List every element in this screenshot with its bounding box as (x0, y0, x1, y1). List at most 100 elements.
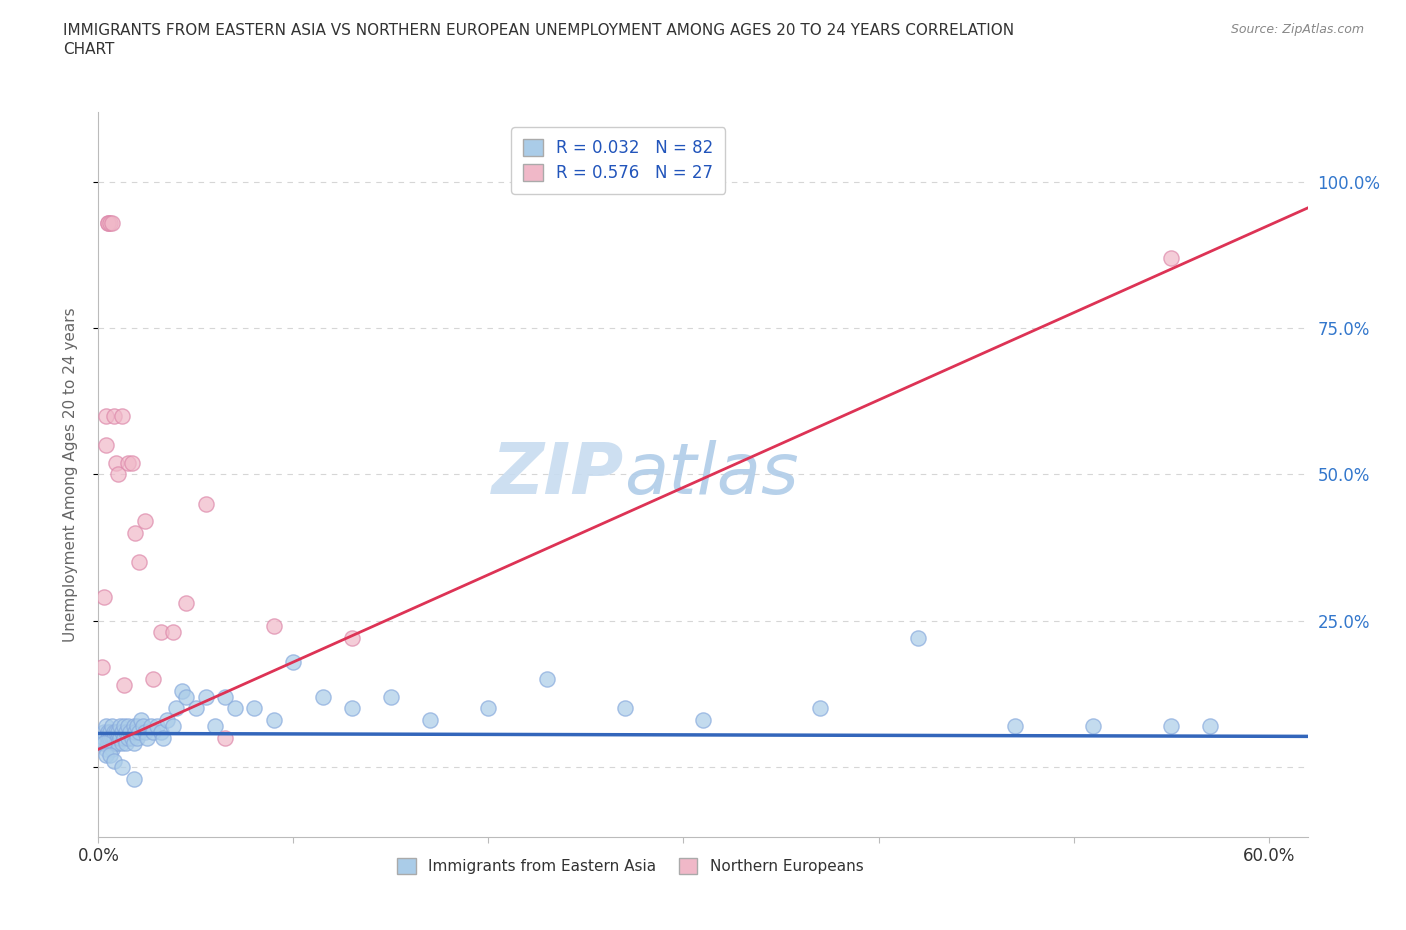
Point (97, 724, 120, 739)
Point (93, 590, 115, 604)
Point (149, 625, 172, 640)
Point (98, 730, 121, 745)
Point (93, 724, 115, 739)
Point (93, 736, 115, 751)
Point (128, 724, 150, 739)
Point (127, 718, 149, 733)
Point (107, 724, 129, 739)
Point (156, 712, 179, 727)
Point (149, 724, 172, 739)
Point (93, 730, 115, 745)
Point (312, 689, 335, 704)
Point (117, 455, 139, 470)
Point (121, 730, 143, 745)
Point (614, 701, 637, 716)
Point (111, 760, 134, 775)
Point (204, 718, 226, 733)
Point (112, 677, 135, 692)
Point (380, 689, 402, 704)
Legend: Immigrants from Eastern Asia, Northern Europeans: Immigrants from Eastern Asia, Northern E… (391, 852, 869, 880)
Point (103, 736, 125, 751)
Text: atlas: atlas (624, 440, 799, 509)
Point (97, 216, 120, 231)
Point (112, 730, 135, 745)
Point (127, 730, 149, 745)
Point (174, 595, 197, 610)
Point (1160, 250, 1182, 265)
Point (104, 724, 127, 739)
Point (419, 712, 441, 727)
Point (121, 455, 143, 470)
Point (128, 554, 150, 569)
Point (172, 684, 194, 698)
Point (536, 671, 558, 686)
Point (152, 730, 174, 745)
Point (162, 625, 184, 640)
Point (139, 718, 162, 733)
Point (1081, 718, 1104, 733)
Point (214, 689, 236, 704)
Text: CHART: CHART (63, 42, 115, 57)
Point (96, 718, 118, 733)
Point (142, 671, 165, 686)
Point (174, 689, 197, 704)
Point (107, 467, 129, 482)
Point (263, 712, 285, 727)
Point (97, 216, 120, 231)
Point (101, 742, 124, 757)
Point (136, 730, 159, 745)
Point (114, 736, 136, 751)
Point (91, 660, 114, 675)
Y-axis label: Unemployment Among Ages 20 to 24 years: Unemployment Among Ages 20 to 24 years (63, 307, 77, 642)
Point (104, 455, 127, 470)
Point (101, 216, 124, 231)
Point (142, 724, 165, 739)
Point (146, 718, 169, 733)
Point (184, 701, 207, 716)
Point (101, 730, 124, 745)
Point (96, 748, 118, 763)
Point (103, 408, 125, 423)
Point (162, 718, 184, 733)
Point (263, 619, 285, 634)
Point (111, 724, 134, 739)
Text: ZIP: ZIP (492, 440, 624, 509)
Point (107, 736, 129, 751)
Point (103, 730, 125, 745)
Point (122, 718, 145, 733)
Point (131, 712, 153, 727)
Point (96, 438, 118, 453)
Point (340, 701, 363, 716)
Point (112, 718, 135, 733)
Point (224, 701, 246, 716)
Point (243, 701, 266, 716)
Point (132, 718, 155, 733)
Point (103, 753, 125, 768)
Point (91, 736, 114, 751)
Point (134, 724, 156, 739)
Point (97, 736, 120, 751)
Point (108, 718, 131, 733)
Point (98, 748, 121, 763)
Point (117, 718, 139, 733)
Point (96, 408, 118, 423)
Text: IMMIGRANTS FROM EASTERN ASIA VS NORTHERN EUROPEAN UNEMPLOYMENT AMONG AGES 20 TO : IMMIGRANTS FROM EASTERN ASIA VS NORTHERN… (63, 23, 1014, 38)
Point (118, 724, 141, 739)
Point (907, 631, 929, 645)
Point (1160, 718, 1182, 733)
Point (103, 724, 125, 739)
Point (1004, 718, 1026, 733)
Point (101, 718, 124, 733)
Point (477, 701, 499, 716)
Point (134, 513, 156, 528)
Point (98, 724, 121, 739)
Point (107, 730, 129, 745)
Point (97, 730, 120, 745)
Point (194, 689, 217, 704)
Point (98, 736, 121, 751)
Point (122, 736, 145, 751)
Point (111, 736, 134, 751)
Text: Source: ZipAtlas.com: Source: ZipAtlas.com (1230, 23, 1364, 36)
Point (117, 730, 139, 745)
Point (108, 730, 131, 745)
